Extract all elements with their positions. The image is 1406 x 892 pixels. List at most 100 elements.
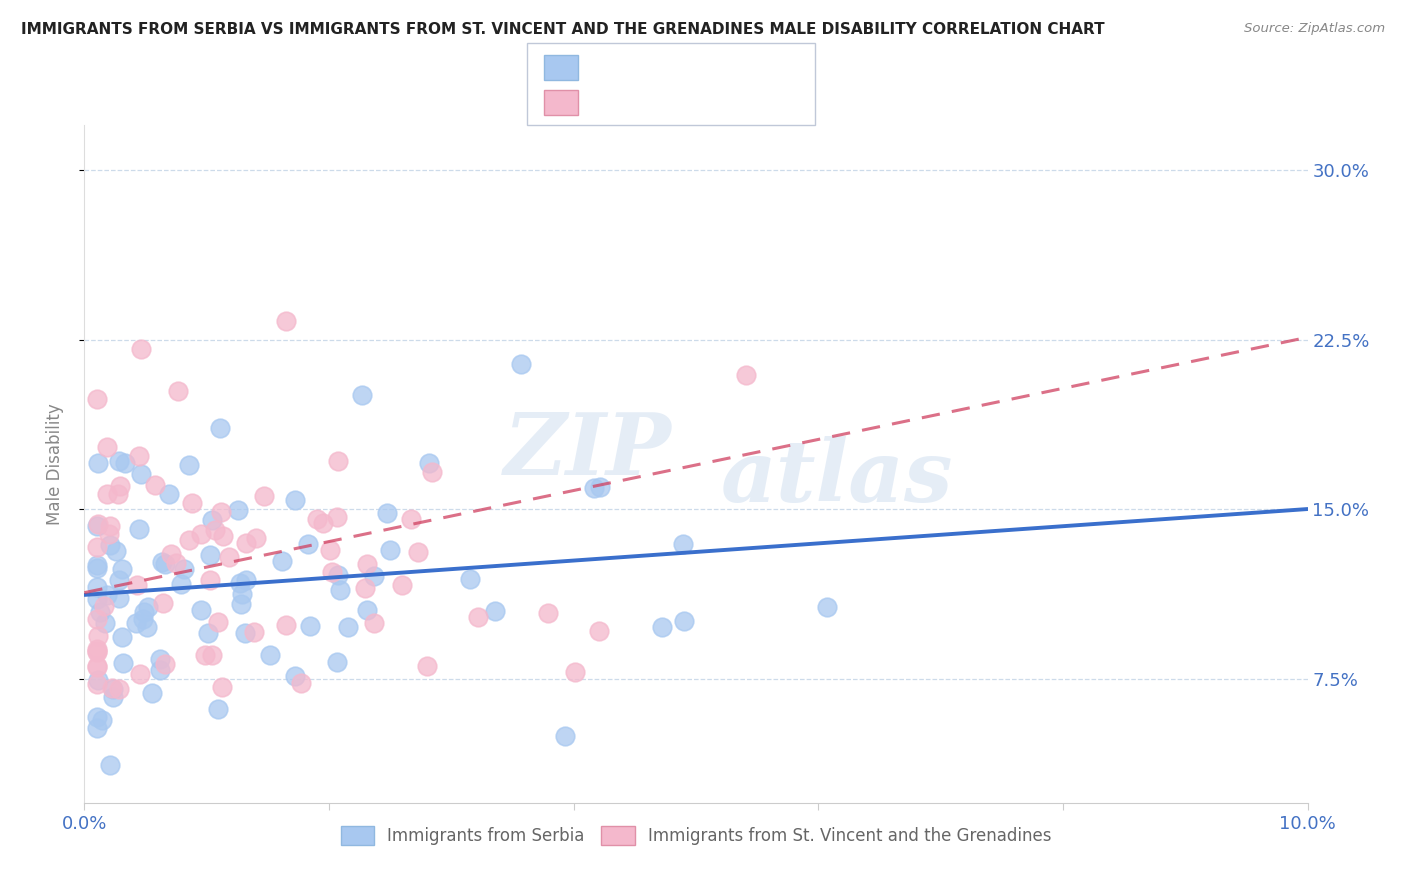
Point xyxy=(229,576,252,591)
Point xyxy=(329,582,352,597)
Point xyxy=(157,487,180,501)
Point xyxy=(143,477,166,491)
Point xyxy=(111,561,134,575)
Point xyxy=(336,620,359,634)
Point xyxy=(420,465,443,479)
Point xyxy=(354,582,377,596)
Point xyxy=(86,641,108,656)
Point xyxy=(375,507,398,521)
Point xyxy=(734,368,756,383)
Point xyxy=(350,388,373,402)
Point xyxy=(190,526,212,541)
Point xyxy=(231,587,253,601)
Point xyxy=(218,550,240,565)
Point xyxy=(107,591,129,605)
Point xyxy=(305,511,328,525)
Point xyxy=(132,605,155,619)
Point xyxy=(259,648,281,663)
Point xyxy=(132,612,155,626)
Point xyxy=(209,505,232,519)
Point xyxy=(253,489,276,503)
Point xyxy=(141,686,163,700)
Y-axis label: Male Disability: Male Disability xyxy=(45,403,63,524)
Point xyxy=(321,565,343,579)
Text: 70: 70 xyxy=(728,93,751,112)
Point xyxy=(108,454,131,468)
Point xyxy=(198,549,221,563)
Point xyxy=(245,531,267,545)
Text: 0.164: 0.164 xyxy=(627,93,678,112)
Point xyxy=(94,615,117,630)
Text: R =: R = xyxy=(585,93,624,112)
Point xyxy=(98,757,121,772)
Point xyxy=(401,511,423,525)
Point xyxy=(290,675,312,690)
Text: atlas: atlas xyxy=(720,435,953,519)
Point xyxy=(153,657,176,671)
Point xyxy=(86,591,108,606)
Point xyxy=(235,573,257,587)
Point xyxy=(564,665,586,679)
Point xyxy=(198,573,221,587)
Point xyxy=(108,573,131,587)
Point xyxy=(274,618,297,632)
Point xyxy=(96,440,118,454)
Point xyxy=(124,615,146,630)
Point xyxy=(129,467,152,481)
Point xyxy=(283,669,305,683)
Point xyxy=(207,702,229,716)
Point xyxy=(181,496,204,510)
Point xyxy=(127,578,149,592)
Point xyxy=(326,568,349,582)
Point xyxy=(96,487,118,501)
Point xyxy=(671,537,693,551)
Point xyxy=(554,729,576,743)
Point xyxy=(204,523,226,537)
Point xyxy=(380,542,402,557)
Point xyxy=(136,599,159,614)
Point xyxy=(86,659,108,673)
Point xyxy=(86,645,108,659)
Point xyxy=(173,562,195,576)
Point xyxy=(111,657,134,671)
Point xyxy=(422,857,444,871)
Point xyxy=(128,666,150,681)
Point xyxy=(536,606,558,620)
Point xyxy=(87,629,110,643)
Point xyxy=(100,538,122,552)
Point xyxy=(326,454,349,468)
Point xyxy=(103,682,125,697)
Point xyxy=(167,384,190,398)
Point xyxy=(91,714,114,728)
Point xyxy=(93,599,115,614)
Point xyxy=(356,603,378,617)
Point xyxy=(235,535,257,549)
Point xyxy=(135,619,157,633)
Text: 0.098: 0.098 xyxy=(627,59,678,77)
Point xyxy=(129,343,152,357)
Point xyxy=(108,681,131,696)
Point xyxy=(418,456,440,470)
Point xyxy=(651,620,673,634)
Point xyxy=(152,555,174,569)
Point xyxy=(96,588,118,602)
Point xyxy=(86,644,108,658)
Point xyxy=(86,677,108,691)
Text: R =: R = xyxy=(585,59,624,77)
Point xyxy=(270,554,292,568)
Point xyxy=(243,624,266,639)
Point xyxy=(201,512,224,526)
Point xyxy=(86,580,108,594)
Point xyxy=(406,545,429,559)
Point xyxy=(363,615,385,630)
Point xyxy=(152,596,174,610)
Text: N =: N = xyxy=(686,59,738,77)
Point xyxy=(86,456,108,470)
Point xyxy=(86,558,108,572)
Point xyxy=(108,479,131,493)
Point xyxy=(128,522,150,536)
Text: N =: N = xyxy=(686,93,738,112)
Text: Source: ZipAtlas.com: Source: ZipAtlas.com xyxy=(1244,22,1385,36)
Point xyxy=(274,313,297,327)
Point xyxy=(86,392,108,406)
